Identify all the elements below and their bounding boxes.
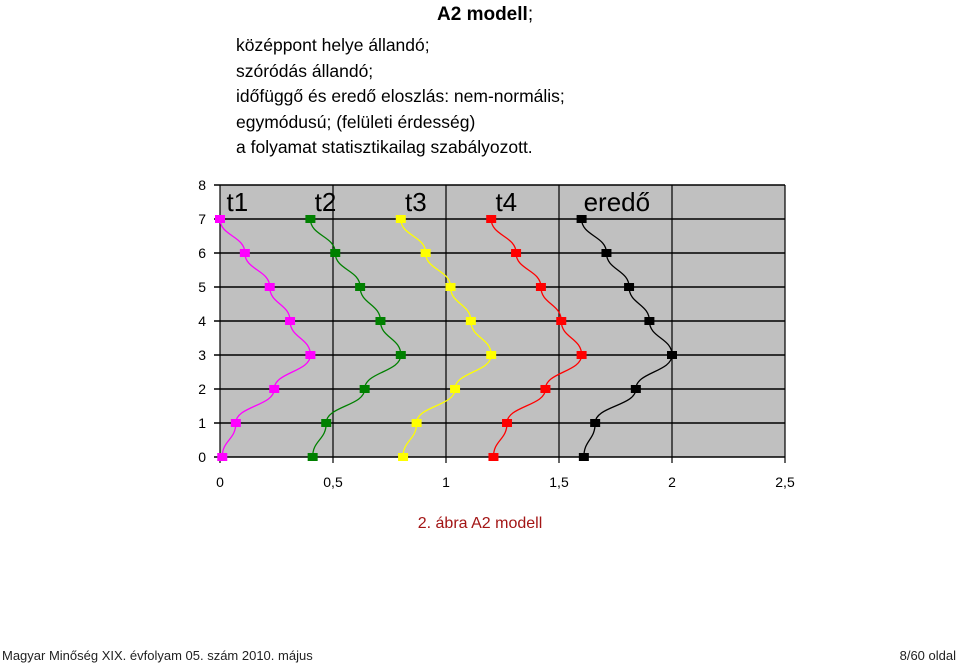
data-point-t1	[217, 453, 228, 461]
data-point-t2	[355, 283, 366, 291]
x-tick-label: 2,5	[775, 474, 795, 490]
data-point-t4	[556, 317, 567, 325]
data-point-t2	[359, 385, 370, 393]
data-point-t2	[375, 317, 386, 325]
data-point-t2	[305, 215, 316, 223]
y-tick-label: 4	[198, 313, 206, 329]
data-point-t1	[215, 215, 225, 223]
x-tick-label: 0	[216, 474, 224, 490]
y-tick-label: 5	[198, 279, 206, 295]
series-line-eredő	[580, 218, 673, 458]
data-point-t3	[395, 215, 406, 223]
data-point-t3	[411, 419, 422, 427]
series-label: t4	[495, 187, 517, 217]
data-point-t2	[307, 453, 318, 461]
data-point-eredő	[630, 385, 641, 393]
data-point-eredő	[578, 453, 589, 461]
series-label: eredő	[584, 187, 651, 217]
data-point-eredő	[624, 283, 635, 291]
series-line-t3	[400, 218, 492, 458]
x-tick-label: 1,5	[549, 474, 569, 490]
data-point-t3	[398, 453, 409, 461]
data-point-t4	[488, 453, 499, 461]
y-tick-label: 1	[198, 415, 206, 431]
data-point-t4	[511, 249, 522, 257]
data-point-t2	[395, 351, 406, 359]
data-point-t1	[305, 351, 316, 359]
x-tick-label: 0,5	[323, 474, 343, 490]
data-point-t4	[486, 215, 497, 223]
figure-caption: 2. ábra A2 modell	[417, 515, 543, 532]
data-point-t2	[321, 419, 332, 427]
data-point-t2	[330, 249, 341, 257]
description-line: egymódusú; (felületi érdesség)	[236, 111, 476, 132]
data-point-eredő	[667, 351, 677, 359]
series-label: t2	[315, 187, 337, 217]
description-line: szóródás állandó;	[236, 60, 374, 81]
series-label: t1	[227, 187, 249, 217]
description-line: középpont helye állandó;	[236, 35, 430, 55]
data-point-t4	[540, 385, 551, 393]
data-point-t3	[465, 317, 476, 325]
data-point-eredő	[576, 215, 587, 223]
data-point-t3	[445, 283, 456, 291]
data-point-t3	[486, 351, 497, 359]
data-point-t1	[269, 385, 280, 393]
data-point-t3	[450, 385, 461, 393]
description-lines: középpont helye állandó; szóródás álland…	[236, 33, 565, 161]
data-point-eredő	[601, 249, 612, 257]
series-label: t3	[405, 187, 427, 217]
data-point-t4	[502, 419, 513, 427]
data-point-eredő	[590, 419, 601, 427]
data-point-t4	[535, 283, 546, 291]
y-tick-label: 0	[198, 449, 206, 465]
y-tick-label: 2	[198, 381, 206, 397]
data-point-t1	[285, 317, 296, 325]
slide-title-suffix: ;	[527, 4, 534, 25]
series-line-t1	[219, 218, 312, 458]
y-tick-label: 3	[198, 347, 206, 363]
data-point-t3	[420, 249, 431, 257]
footer-page-number: 8/60 oldal	[899, 648, 956, 663]
data-point-t4	[576, 351, 587, 359]
description-line: időfüggő és eredő eloszlás: nem-normális…	[236, 86, 565, 106]
series-line-t4	[490, 218, 583, 458]
x-tick-label: 1	[442, 474, 450, 490]
description-line: a folyamat statisztikailag szabályozott.	[236, 137, 533, 157]
footer-publication: Magyar Minőség XIX. évfolyam 05. szám 20…	[2, 648, 313, 663]
series-line-t2	[309, 218, 402, 458]
data-point-t1	[239, 249, 250, 257]
y-tick-label: 7	[198, 211, 206, 227]
y-tick-label: 6	[198, 245, 206, 261]
data-point-t1	[230, 419, 241, 427]
slide-heading: A2 modell;	[437, 4, 533, 26]
data-point-t1	[264, 283, 275, 291]
x-tick-label: 2	[668, 474, 676, 490]
y-tick-label: 8	[198, 177, 206, 193]
slide-title: A2 modell	[437, 4, 528, 25]
data-point-eredő	[644, 317, 655, 325]
